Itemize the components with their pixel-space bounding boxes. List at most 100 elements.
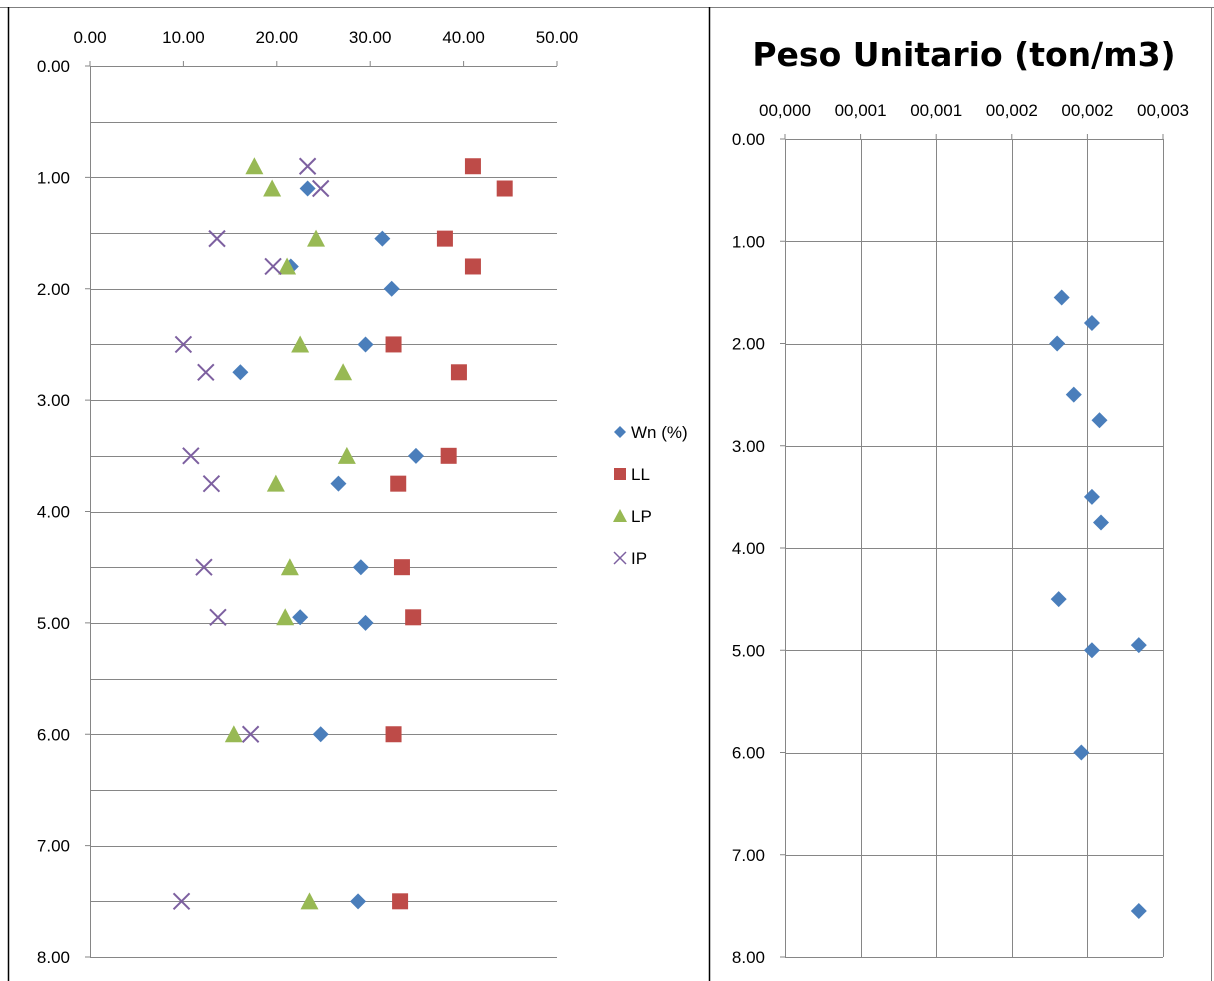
data-point bbox=[350, 893, 367, 910]
data-point bbox=[1053, 289, 1070, 306]
data-point bbox=[209, 608, 227, 627]
x-tick-label: 30.00 bbox=[349, 28, 392, 47]
data-point bbox=[299, 180, 316, 197]
data-point bbox=[300, 892, 319, 910]
y-tick-label: 2.00 bbox=[37, 280, 70, 299]
data-point bbox=[182, 447, 200, 465]
series-values bbox=[1049, 289, 1147, 919]
legend-label: LL bbox=[631, 465, 650, 484]
y-tick-label: 4.00 bbox=[37, 503, 70, 522]
data-point bbox=[385, 726, 402, 743]
data-point bbox=[405, 609, 422, 626]
data-point bbox=[374, 230, 391, 247]
x-tick-label: 00,003 bbox=[1137, 101, 1189, 120]
x-tick-label: 00,002 bbox=[986, 101, 1038, 120]
peso-unitario-chart: Peso Unitario (ton/m3) 00,000 00,001 00,00… bbox=[732, 35, 1189, 967]
peso-unitario-x-tick-labels: 00,000 00,001 00,001 00,002 00,002 00,003 bbox=[759, 101, 1189, 139]
data-point bbox=[245, 157, 264, 175]
legend-label: IP bbox=[631, 549, 647, 568]
atterberg-legend: Wn (%) LL LP IP bbox=[613, 423, 688, 568]
legend-entry: LP bbox=[613, 507, 652, 526]
x-tick-label: 0.00 bbox=[73, 28, 106, 47]
legend-marker bbox=[614, 468, 626, 480]
data-point bbox=[298, 157, 317, 175]
data-point bbox=[464, 258, 481, 275]
data-point bbox=[1083, 315, 1100, 332]
legend-entry: LL bbox=[614, 465, 650, 484]
data-point bbox=[352, 559, 369, 576]
y-tick-label: 8.00 bbox=[732, 948, 765, 967]
data-point bbox=[202, 474, 221, 493]
legend-label: Wn (%) bbox=[631, 423, 688, 442]
y-tick-label: 3.00 bbox=[732, 437, 765, 456]
atterberg-points bbox=[172, 157, 513, 911]
y-tick-label: 3.00 bbox=[37, 391, 70, 410]
series-ll bbox=[385, 158, 513, 910]
data-point bbox=[232, 364, 249, 381]
data-point bbox=[291, 335, 310, 353]
data-point bbox=[276, 608, 295, 626]
legend-entry: IP bbox=[613, 549, 647, 568]
data-point bbox=[390, 475, 407, 492]
x-tick-label: 20.00 bbox=[256, 28, 299, 47]
data-point bbox=[464, 158, 481, 175]
x-tick-label: 50.00 bbox=[536, 28, 579, 47]
data-point bbox=[450, 364, 467, 381]
atterberg-gridlines bbox=[90, 122, 557, 958]
data-point bbox=[1049, 335, 1066, 352]
x-tick-label: 00,000 bbox=[759, 101, 811, 120]
data-point bbox=[357, 336, 374, 353]
peso-unitario-gridlines bbox=[785, 139, 1164, 958]
data-point bbox=[241, 725, 260, 743]
y-tick-label: 5.00 bbox=[37, 614, 70, 633]
data-point bbox=[208, 229, 226, 248]
data-point bbox=[1130, 902, 1147, 919]
legend-marker bbox=[614, 426, 626, 438]
y-tick-label: 5.00 bbox=[732, 641, 765, 660]
data-point bbox=[292, 609, 309, 626]
data-point bbox=[266, 474, 285, 492]
data-point bbox=[174, 335, 193, 354]
data-point bbox=[263, 179, 282, 197]
y-tick-label: 6.00 bbox=[732, 744, 765, 763]
data-point bbox=[1093, 514, 1110, 531]
atterberg-axes bbox=[90, 66, 557, 957]
data-point bbox=[1083, 488, 1100, 505]
y-tick-label: 8.00 bbox=[37, 948, 70, 967]
peso-unitario-points bbox=[1049, 289, 1147, 919]
data-point bbox=[1130, 637, 1147, 654]
data-point bbox=[312, 726, 329, 743]
y-tick-label: 0.00 bbox=[37, 57, 70, 76]
data-point bbox=[307, 229, 326, 247]
data-point bbox=[1073, 744, 1090, 761]
x-tick-label: 00,002 bbox=[1061, 101, 1113, 120]
legend-label: LP bbox=[631, 507, 652, 526]
peso-unitario-y-tick-labels: 0.00 1.00 2.00 3.00 4.00 5.00 6.00 7.00 8.00 bbox=[732, 130, 785, 967]
y-tick-label: 0.00 bbox=[732, 130, 765, 149]
legend-marker bbox=[613, 509, 627, 522]
page-frame bbox=[0, 7, 1214, 981]
x-tick-label: 10.00 bbox=[162, 28, 205, 47]
data-point bbox=[197, 363, 215, 381]
data-point bbox=[330, 475, 347, 492]
series-ip bbox=[172, 157, 330, 911]
data-point bbox=[264, 257, 282, 276]
data-point bbox=[224, 725, 243, 743]
y-tick-label: 4.00 bbox=[732, 539, 765, 558]
y-tick-label: 7.00 bbox=[37, 837, 70, 856]
legend-entry: Wn (%) bbox=[614, 423, 688, 442]
data-point bbox=[337, 446, 356, 464]
x-tick-label: 00,001 bbox=[910, 101, 962, 120]
series-lp bbox=[224, 157, 356, 910]
atterberg-chart: 0.00 10.00 20.00 30.00 40.00 50.00 0.00 1.00 2.… bbox=[37, 28, 688, 967]
y-tick-label: 1.00 bbox=[732, 232, 765, 251]
data-point bbox=[334, 363, 353, 381]
atterberg-y-tick-labels: 0.00 1.00 2.00 3.00 4.00 5.00 6.00 7.00 8.00 bbox=[37, 57, 90, 967]
data-point bbox=[440, 447, 457, 464]
data-point bbox=[195, 558, 213, 576]
y-tick-label: 7.00 bbox=[732, 846, 765, 865]
data-point bbox=[1065, 386, 1082, 403]
peso-unitario-axes bbox=[785, 139, 1163, 957]
data-point bbox=[392, 893, 409, 910]
